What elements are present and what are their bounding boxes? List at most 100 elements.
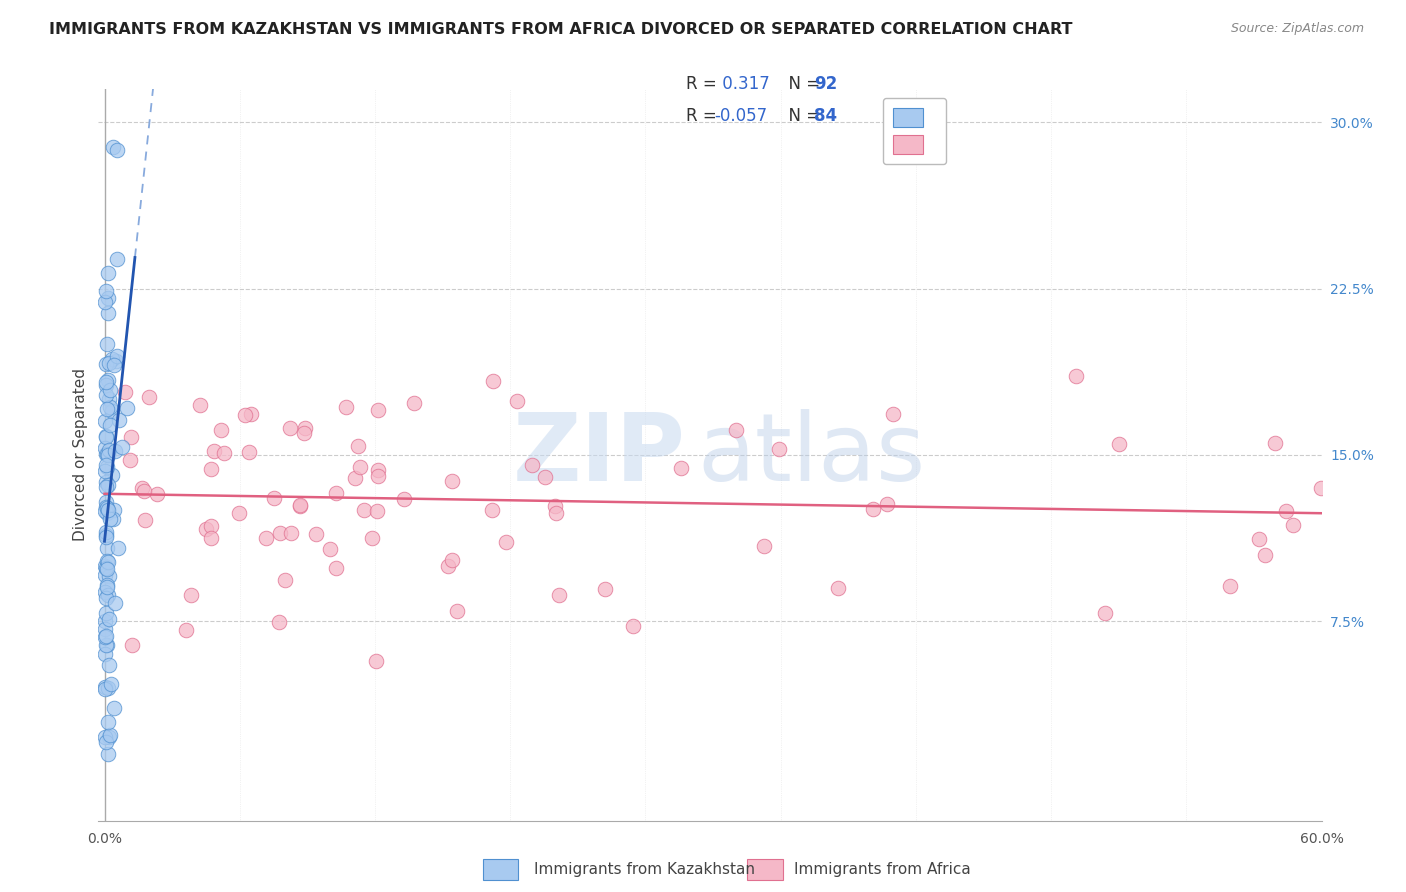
Point [544,500,567,514]
Point [94,614,117,628]
Point [98,400,121,414]
Point [200,462,222,476]
Point [96,541,118,556]
Point [274,573,297,587]
Point [94,735,117,749]
Point [107,541,129,556]
Point [94,681,117,696]
Point [202,443,225,458]
Point [366,654,388,668]
Point [212,446,235,460]
Point [194,522,217,536]
Point [481,503,503,517]
Point [394,492,416,507]
Point [437,559,460,574]
Point [94,357,117,371]
Text: 92: 92 [814,75,838,93]
Point [96,506,118,520]
Point [366,504,388,518]
Point [131,481,153,495]
Text: atlas: atlas [697,409,927,501]
Point [96,480,118,494]
Point [724,423,747,437]
Point [94,504,117,518]
Point [669,461,692,475]
Point [98,417,121,432]
Point [292,426,315,441]
Point [94,528,117,542]
Point [94,591,117,605]
Point [96,606,118,620]
Text: R =: R = [686,75,723,93]
Point [98,392,121,406]
Point [103,701,125,715]
Point [1219,579,1241,593]
Point [96,337,118,351]
Point [96,446,118,460]
Point [103,502,125,516]
Point [876,497,898,511]
Text: 0.317: 0.317 [717,75,770,93]
Point [108,413,131,427]
Point [115,401,138,415]
Point [446,604,468,618]
Point [367,403,389,417]
Point [97,449,120,463]
Point [97,373,120,387]
Point [402,396,425,410]
Point [97,266,120,280]
Point [94,568,117,582]
Point [1275,504,1298,518]
Point [97,306,120,320]
Point [367,469,389,483]
Point [96,525,118,540]
Point [254,531,277,545]
Point [104,444,127,458]
Point [294,421,316,435]
Point [288,498,311,512]
Point [367,463,389,477]
Text: Immigrants from Africa: Immigrants from Africa [794,863,972,877]
Point [96,554,118,568]
Point [96,430,118,444]
Point [98,384,121,398]
Point [353,502,375,516]
Text: Immigrants from Kazakhstan: Immigrants from Kazakhstan [534,863,755,877]
Text: -0.057: -0.057 [714,107,768,125]
Point [534,469,557,483]
Point [94,559,117,574]
Point [96,500,118,515]
Point [209,423,232,437]
Text: N =: N = [778,107,825,125]
Point [94,681,117,695]
Point [754,539,776,553]
Y-axis label: Divorced or Separated: Divorced or Separated [73,368,89,541]
Point [263,491,285,505]
Point [96,387,118,401]
Point [1281,518,1303,533]
Point [94,530,117,544]
Point [96,578,118,592]
Point [103,359,125,373]
Point [1108,437,1130,451]
Point [98,512,121,526]
Point [506,394,529,409]
Point [94,441,117,455]
Text: N =: N = [778,75,825,93]
Point [269,526,291,541]
Point [105,252,128,267]
Point [343,470,366,484]
Point [361,531,384,545]
Point [97,657,120,672]
Point [94,447,117,461]
Point [228,506,250,520]
Point [97,715,120,730]
Point [94,464,117,478]
Point [100,352,122,367]
Point [188,398,211,412]
Point [238,445,260,459]
Point [96,402,118,417]
Point [305,527,328,541]
Point [94,561,117,575]
Point [97,443,120,458]
